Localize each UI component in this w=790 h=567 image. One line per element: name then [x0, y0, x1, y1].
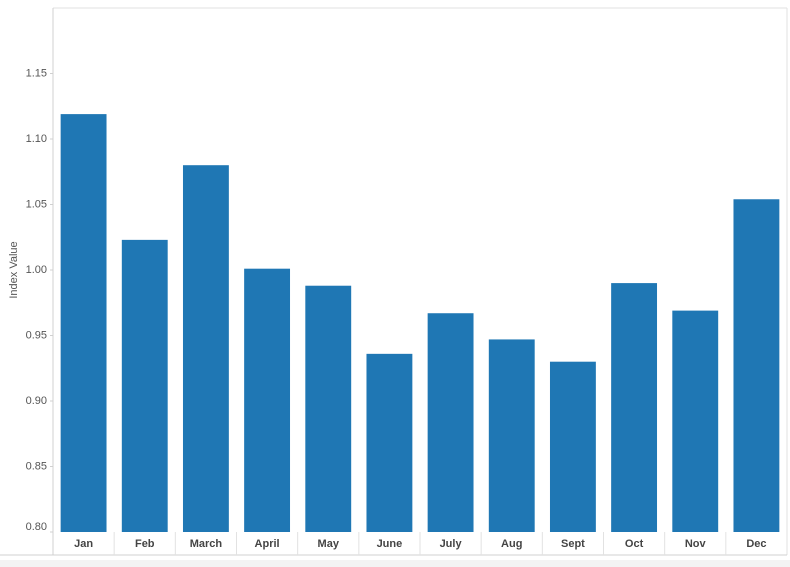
x-tick-label: Oct	[625, 538, 644, 550]
bar	[244, 268, 291, 532]
bar	[672, 310, 719, 532]
x-tick-label: Feb	[135, 538, 155, 550]
bar	[611, 283, 658, 532]
bar	[427, 313, 474, 532]
y-tick-label: 1.00	[26, 264, 47, 276]
bar	[121, 239, 168, 532]
y-tick-label: 0.90	[26, 395, 47, 407]
x-tick-label: April	[255, 538, 280, 550]
x-tick-label: Aug	[501, 538, 522, 550]
footer-strip	[0, 560, 790, 567]
y-tick-label: 0.80	[26, 521, 47, 533]
y-tick-label: 1.05	[26, 198, 47, 210]
x-tick-label: Nov	[685, 538, 707, 550]
bar	[733, 199, 780, 532]
bar	[488, 339, 535, 532]
x-tick-label: June	[377, 538, 403, 550]
x-tick-label: March	[190, 538, 223, 550]
y-tick-label: 0.85	[26, 460, 47, 472]
y-tick-label: 1.10	[26, 133, 47, 145]
y-tick-label: 0.95	[26, 329, 47, 341]
x-tick-label: Dec	[746, 538, 766, 550]
bar	[366, 353, 413, 532]
x-tick-label: Sept	[561, 538, 585, 550]
bar	[60, 114, 107, 533]
x-tick-label: July	[440, 538, 463, 550]
x-tick-label: Jan	[74, 538, 93, 550]
bar	[549, 361, 596, 532]
y-tick-label: 1.15	[26, 67, 47, 79]
bar	[182, 165, 229, 532]
y-axis-title: Index Value	[8, 241, 20, 298]
x-tick-label: May	[318, 538, 340, 550]
bar	[305, 285, 352, 532]
